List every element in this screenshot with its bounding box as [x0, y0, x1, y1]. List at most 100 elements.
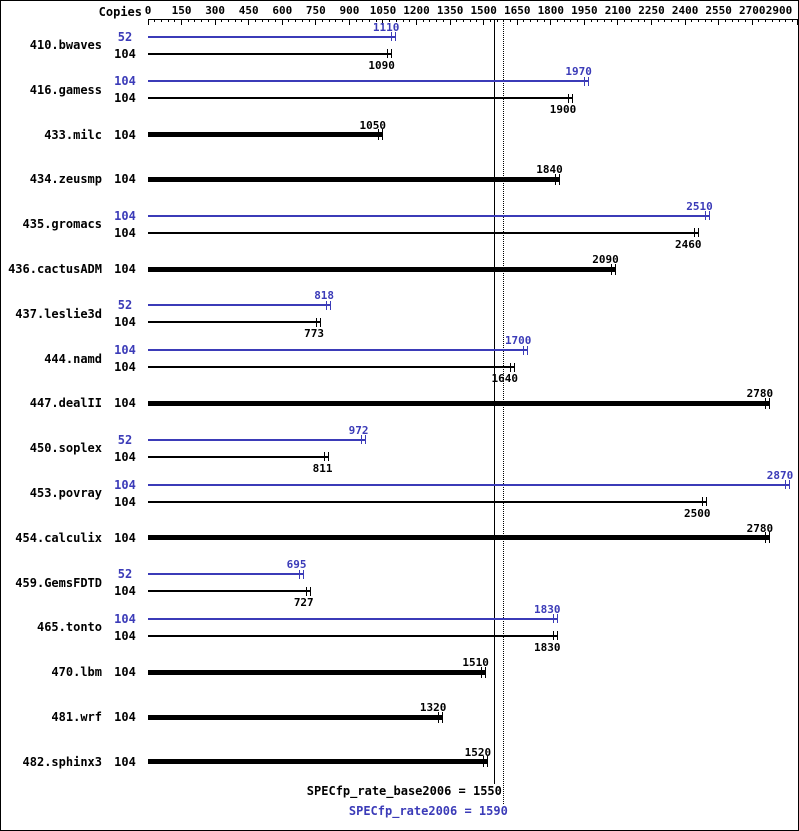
benchmark-label: 435.gromacs: [22, 217, 102, 232]
base-bar: [148, 500, 708, 503]
benchmark-label: 481.wrf: [51, 710, 102, 724]
bar-range-tick: [765, 397, 767, 409]
bar-range-tick: [785, 480, 787, 489]
benchmark-label: 433.milc: [44, 127, 102, 142]
x-axis-tick-label: 2400: [671, 4, 699, 17]
x-axis-tick-label: 2900: [765, 4, 793, 17]
bar-end-tick: [484, 666, 486, 678]
x-axis-major-tick: [718, 19, 720, 25]
base-copies-value: 104: [114, 127, 136, 142]
base-bar: [148, 535, 771, 541]
bar-range-tick: [298, 569, 300, 579]
base-bar: [148, 590, 311, 593]
x-axis-minor-tick: [288, 19, 290, 22]
x-axis-minor-tick: [691, 19, 693, 22]
x-axis-tick-label: 150: [171, 4, 192, 17]
x-axis-major-tick: [147, 19, 149, 25]
bar-range-tick: [483, 756, 485, 768]
x-axis-minor-tick: [476, 19, 478, 22]
x-axis-tick-label: 2100: [604, 4, 632, 17]
peak-copies-value: 52: [117, 567, 133, 582]
base-value-label: 2780: [746, 521, 774, 535]
peak-value-label: 1700: [504, 334, 532, 348]
x-axis-minor-tick: [221, 19, 223, 22]
x-axis-minor-tick: [610, 19, 612, 22]
x-axis-minor-tick: [644, 19, 646, 22]
base-copies-value: 104: [114, 396, 136, 411]
base-bar: [148, 714, 444, 720]
x-axis-minor-tick: [637, 19, 639, 22]
bar-end-tick: [614, 263, 616, 275]
bar-range-tick: [324, 452, 326, 462]
peak-value-label: 2870: [766, 468, 794, 482]
benchmark-label: 465.tonto: [36, 620, 102, 635]
base-copies-value: 104: [114, 91, 136, 106]
x-axis-tick-label: 1800: [537, 4, 565, 17]
base-copies-value: 104: [114, 172, 136, 187]
bar-range-tick: [315, 317, 317, 327]
x-axis-minor-tick: [510, 19, 512, 22]
bar-range-tick: [552, 614, 554, 624]
bar-end-tick: [708, 211, 710, 221]
x-axis-major-tick: [796, 19, 798, 25]
x-axis-minor-tick: [463, 19, 465, 22]
base-bar: [148, 132, 383, 138]
base-bar: [148, 176, 560, 182]
base-value-label: 1510: [462, 656, 489, 670]
x-axis-minor-tick: [469, 19, 471, 22]
bar-range-tick: [568, 93, 570, 103]
bar-end-tick: [328, 452, 330, 462]
base-copies-value: 104: [114, 46, 136, 61]
bar-range-tick: [438, 711, 440, 723]
x-axis-minor-tick: [422, 19, 424, 22]
peak-median-label: SPECfp_rate2006 = 1590: [348, 804, 508, 818]
x-axis-minor-tick: [489, 19, 491, 22]
x-axis-minor-tick: [536, 19, 538, 22]
x-axis-minor-tick: [657, 19, 659, 22]
base-copies-value: 104: [114, 710, 136, 724]
bar-range-tick: [693, 228, 695, 238]
base-bar: [148, 321, 321, 324]
bar-end-tick: [556, 614, 558, 624]
base-copies-value: 104: [114, 530, 136, 545]
base-value-label: 1090: [368, 58, 395, 72]
base-value-label: 1900: [549, 103, 577, 117]
benchmark-label: 410.bwaves: [29, 38, 102, 52]
x-axis-minor-tick: [731, 19, 733, 22]
peak-value-label: 2510: [686, 199, 713, 213]
bar-end-tick: [558, 173, 560, 185]
peak-value-label: 1970: [565, 65, 592, 79]
peak-value-label: 972: [348, 423, 369, 437]
peak-value-label: 1830: [534, 602, 561, 616]
bar-range-tick: [610, 263, 612, 275]
x-axis-minor-tick: [241, 19, 243, 22]
x-axis-minor-tick: [187, 19, 189, 22]
x-axis-minor-tick: [362, 19, 364, 22]
base-copies-value: 104: [114, 494, 136, 509]
base-copies-value: 104: [114, 754, 136, 769]
bar-range-tick: [360, 435, 362, 445]
benchmark-label: 447.dealII: [29, 396, 102, 411]
base-copies-value: 104: [114, 584, 136, 599]
base-copies-value: 104: [114, 262, 136, 276]
x-axis-minor-tick: [395, 19, 397, 22]
base-value-label: 1640: [491, 372, 519, 386]
benchmark-label: 416.gamess: [29, 82, 102, 97]
x-axis-minor-tick: [758, 19, 760, 22]
x-axis-minor-tick: [389, 19, 391, 22]
x-axis-major-tick: [416, 19, 418, 25]
x-axis-tick-label: 750: [305, 4, 326, 17]
bar-end-tick: [364, 435, 366, 445]
x-axis-minor-tick: [174, 19, 176, 22]
bar-range-tick: [704, 211, 706, 221]
base-bar: [148, 634, 558, 637]
x-axis-major-tick: [281, 19, 283, 25]
benchmark-label: 453.povray: [29, 486, 102, 500]
base-value-label: 2500: [683, 506, 711, 520]
x-axis-major-tick: [651, 19, 653, 25]
x-axis-minor-tick: [523, 19, 525, 22]
x-axis-minor-tick: [597, 19, 599, 22]
base-bar: [148, 455, 330, 458]
bar-range-tick: [554, 173, 556, 185]
peak-median-line: [503, 20, 505, 804]
